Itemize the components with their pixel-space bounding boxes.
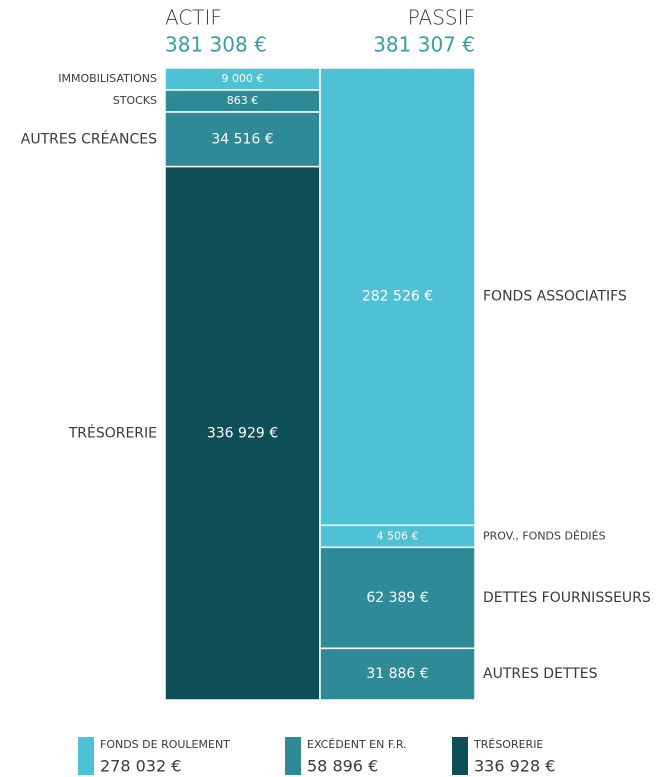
segment-name: STOCKS <box>113 94 157 107</box>
segment-value: 31 886 € <box>366 666 428 682</box>
segment-name: IMMOBILISATIONS <box>58 72 157 85</box>
segment-name: AUTRES DETTES <box>483 666 598 682</box>
segment-value: 4 506 € <box>377 529 419 542</box>
legend-swatch <box>452 737 468 775</box>
segment-name: PROV., FONDS DÉDIÉS <box>483 529 606 542</box>
segment-name: FONDS ASSOCIATIFS <box>483 289 627 305</box>
legend-value: 336 928 € <box>474 757 555 776</box>
column-title: ACTIF <box>165 6 222 30</box>
segment-value: 62 389 € <box>366 590 428 606</box>
segment <box>319 647 476 701</box>
legend-name: FONDS DE ROULEMENT <box>100 738 230 751</box>
legend-swatch <box>78 737 94 775</box>
segment-value: 34 516 € <box>211 131 273 147</box>
segment-name: TRÉSORERIE <box>68 424 157 441</box>
segment-value: 282 526 € <box>362 289 433 305</box>
legend-value: 58 896 € <box>307 757 378 776</box>
segment-value: 863 € <box>227 94 259 107</box>
legend-name: EXCÉDENT EN F.R. <box>307 738 407 751</box>
segment-name: DETTES FOURNISSEURS <box>483 590 651 606</box>
legend-name: TRÉSORERIE <box>473 738 543 751</box>
segment-value: 336 929 € <box>207 425 278 441</box>
column-total: 381 307 € <box>373 33 475 57</box>
segment-name: AUTRES CRÉANCES <box>21 130 157 147</box>
column-total: 381 308 € <box>165 33 267 57</box>
segment-value: 9 000 € <box>222 72 264 85</box>
legend-value: 278 032 € <box>100 757 181 776</box>
column-title: PASSIF <box>408 6 475 30</box>
legend-swatch <box>285 737 301 775</box>
segment <box>319 67 476 527</box>
